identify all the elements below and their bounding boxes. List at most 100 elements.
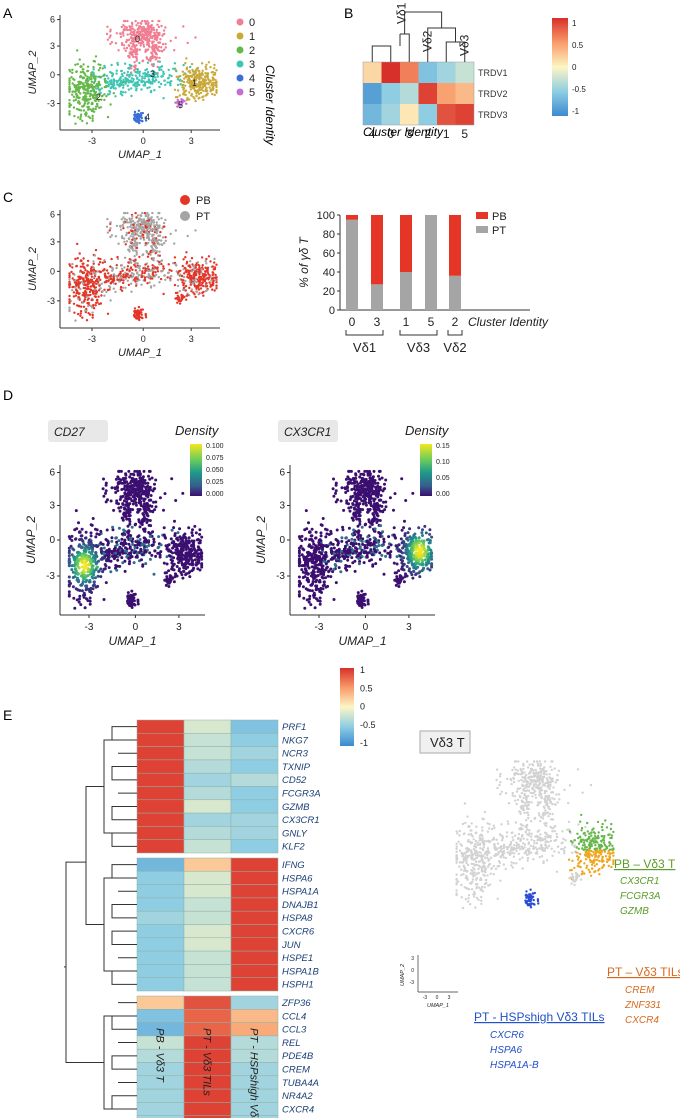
umap-point bbox=[156, 73, 159, 76]
umap-point bbox=[148, 557, 152, 561]
umap-point bbox=[190, 92, 194, 96]
umap-point bbox=[79, 310, 83, 313]
umap-point bbox=[77, 80, 80, 84]
umap-point bbox=[184, 256, 187, 259]
umap-point bbox=[151, 530, 155, 534]
umap-point bbox=[393, 571, 397, 575]
umap-point bbox=[426, 545, 430, 549]
umap-point bbox=[173, 283, 177, 287]
umap-point bbox=[148, 45, 151, 48]
umap-point bbox=[409, 548, 413, 551]
umap-point bbox=[97, 80, 101, 84]
umap-point bbox=[191, 68, 194, 72]
umap-point bbox=[142, 505, 145, 509]
umap-point bbox=[86, 89, 90, 93]
umap-point bbox=[345, 540, 349, 544]
umap-point bbox=[409, 540, 413, 544]
umap-point bbox=[74, 509, 78, 513]
umap-point bbox=[191, 534, 194, 537]
umap-point bbox=[157, 238, 161, 242]
umap-point bbox=[186, 98, 189, 101]
umap-point bbox=[131, 247, 134, 250]
umap-point bbox=[214, 78, 217, 82]
category-label: 1 bbox=[403, 315, 410, 329]
umap-point bbox=[157, 25, 160, 29]
umap-point bbox=[162, 292, 165, 296]
umap-point bbox=[163, 492, 167, 496]
umap-point bbox=[143, 77, 146, 80]
umap-point bbox=[114, 282, 117, 285]
umap-point bbox=[105, 528, 109, 532]
umap-point bbox=[331, 487, 335, 491]
umap-point bbox=[147, 224, 150, 227]
umap-point bbox=[84, 94, 87, 97]
umap-point bbox=[170, 477, 174, 481]
umap-point bbox=[198, 280, 201, 283]
umap-point bbox=[417, 536, 421, 540]
umap-point bbox=[404, 499, 408, 502]
cluster-label: 5 bbox=[178, 100, 183, 110]
umap-point bbox=[188, 280, 191, 283]
umap-point bbox=[200, 268, 203, 271]
umap-point bbox=[368, 476, 372, 480]
umap-point bbox=[140, 543, 144, 547]
umap-point bbox=[172, 562, 176, 566]
umap-point bbox=[82, 84, 86, 88]
umap-point bbox=[200, 535, 204, 539]
umap-point bbox=[190, 288, 194, 291]
umap-point bbox=[205, 289, 209, 292]
umap-point bbox=[72, 558, 76, 562]
umap-point bbox=[133, 487, 137, 491]
umap-point bbox=[160, 75, 163, 78]
umap-point bbox=[336, 554, 340, 558]
umap-point bbox=[404, 548, 408, 552]
cluster-label: 4 bbox=[145, 112, 150, 122]
umap-point bbox=[92, 262, 95, 265]
umap-point bbox=[162, 267, 165, 270]
umap-point bbox=[156, 270, 160, 273]
umap-point bbox=[91, 313, 94, 317]
umap-point bbox=[141, 19, 144, 23]
umap-point bbox=[184, 279, 187, 283]
umap-point bbox=[115, 69, 119, 72]
umap-point bbox=[79, 265, 83, 268]
umap-point bbox=[108, 89, 111, 93]
umap-point bbox=[193, 551, 197, 555]
umap-point bbox=[146, 19, 149, 23]
umap-point bbox=[143, 83, 147, 86]
umap-point bbox=[358, 484, 362, 488]
umap-point bbox=[158, 243, 161, 246]
umap-point bbox=[106, 115, 110, 119]
umap-point bbox=[88, 271, 91, 274]
heatmap-cell bbox=[455, 104, 474, 125]
umap-point bbox=[147, 22, 150, 26]
umap-point bbox=[127, 542, 131, 546]
umap-point bbox=[134, 503, 138, 507]
umap-point bbox=[184, 62, 187, 65]
umap-point bbox=[177, 271, 180, 274]
umap-point bbox=[182, 283, 185, 287]
umap-point bbox=[126, 84, 129, 87]
umap-point bbox=[412, 569, 416, 573]
x-tick-label: 0 bbox=[141, 334, 146, 344]
umap-point bbox=[188, 91, 191, 94]
umap-point bbox=[197, 288, 201, 291]
umap-point bbox=[345, 499, 349, 503]
umap-point bbox=[392, 526, 396, 530]
umap-point bbox=[90, 109, 94, 113]
umap-point bbox=[144, 508, 148, 512]
umap-point bbox=[118, 509, 122, 513]
bar-legend-label-pb: PB bbox=[492, 211, 507, 223]
umap-point bbox=[148, 488, 152, 492]
umap-point bbox=[92, 66, 95, 69]
umap-point bbox=[146, 34, 149, 38]
umap-point bbox=[154, 71, 157, 75]
umap-point bbox=[182, 73, 185, 76]
umap-point bbox=[372, 536, 376, 540]
umap-point bbox=[120, 73, 124, 76]
umap-point bbox=[95, 83, 99, 86]
umap-point bbox=[135, 554, 139, 558]
umap-point bbox=[362, 494, 366, 498]
umap-point bbox=[86, 102, 89, 106]
umap-point bbox=[183, 535, 187, 539]
